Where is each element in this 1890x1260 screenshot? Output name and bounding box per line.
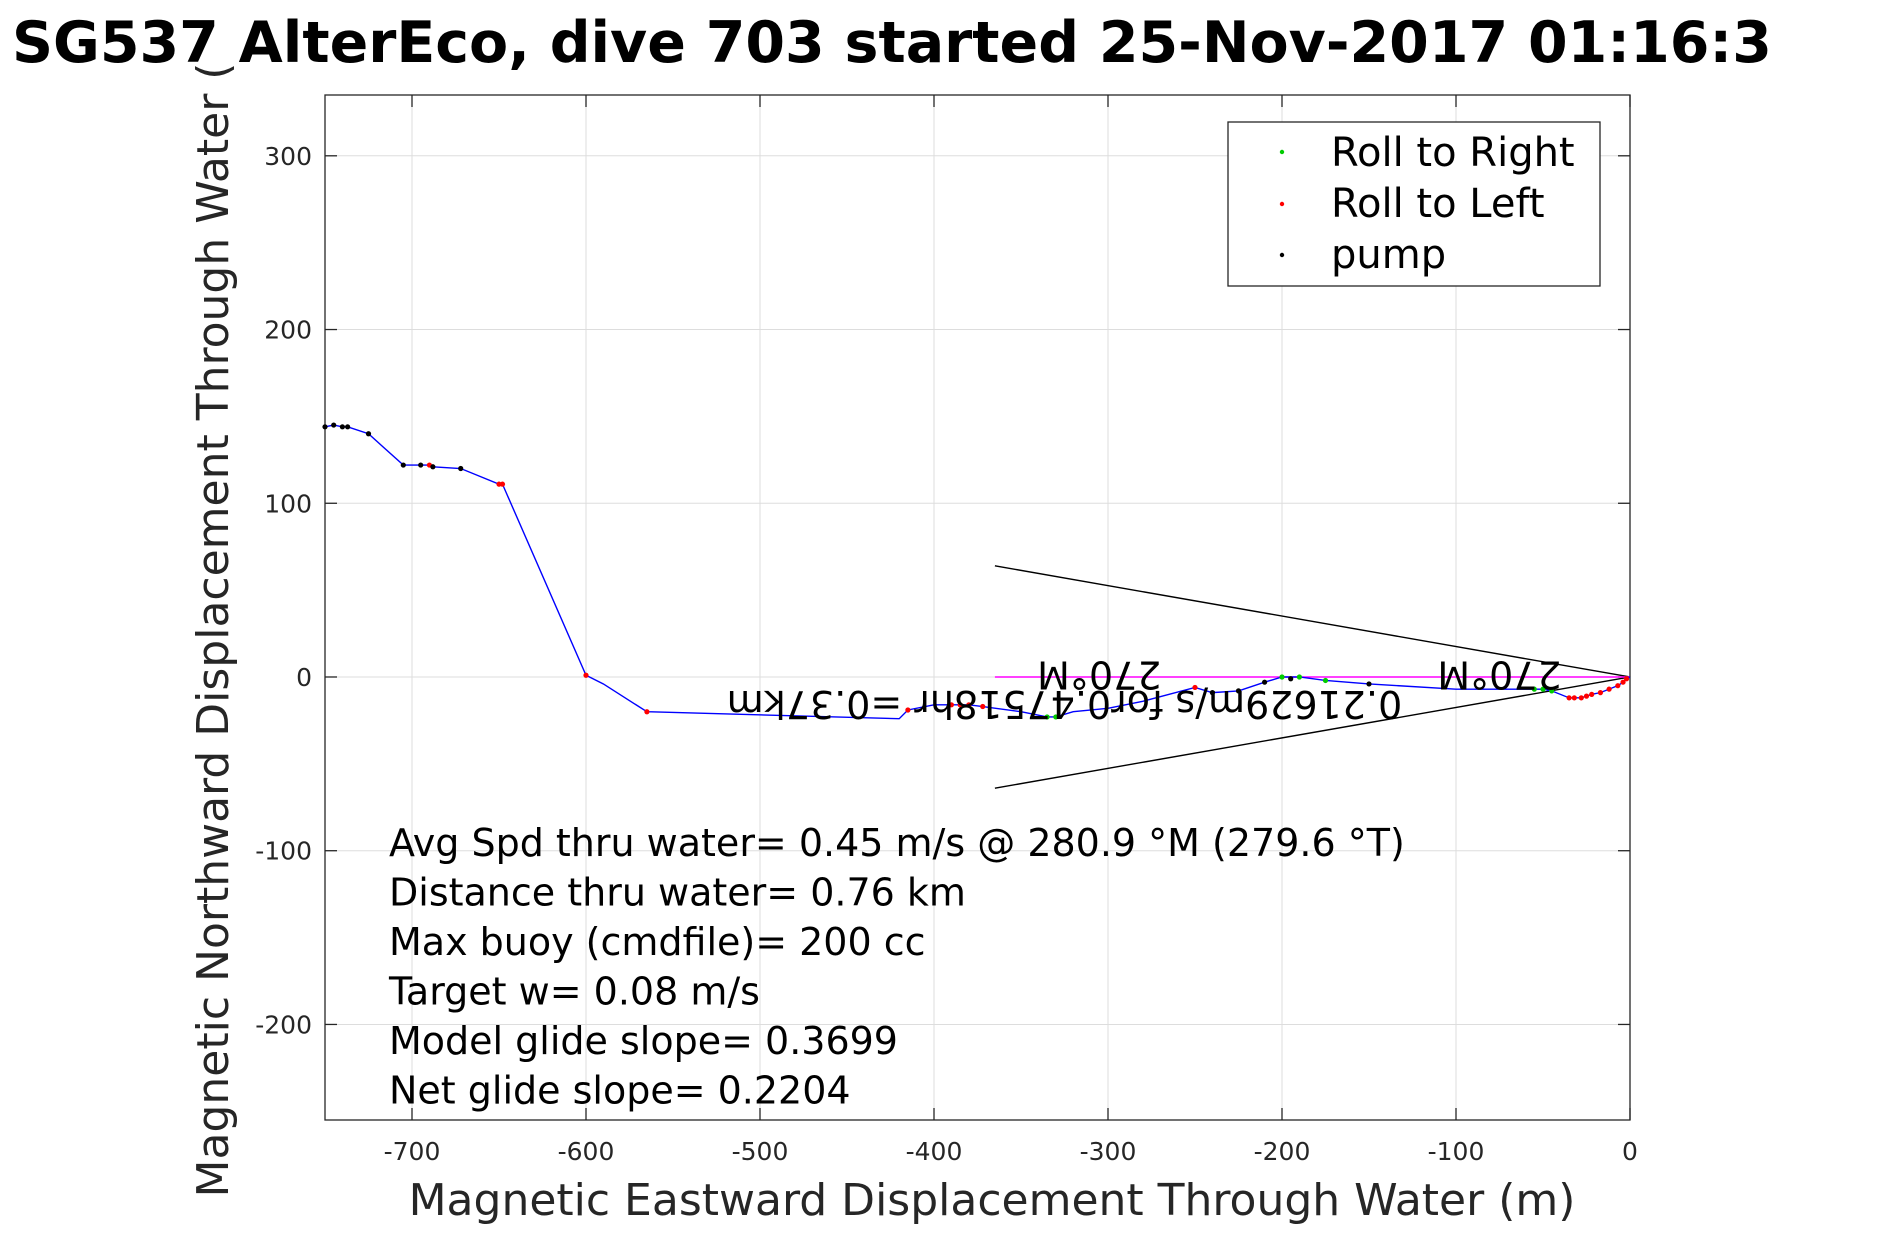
roll-left-point bbox=[644, 709, 650, 715]
roll-right-point bbox=[1053, 714, 1059, 720]
x-tick-label: -600 bbox=[558, 1137, 615, 1166]
info-annotation-line: Net glide slope= 0.2204 bbox=[389, 1069, 851, 1113]
roll-left-point bbox=[583, 672, 589, 678]
roll-left-point bbox=[966, 702, 972, 708]
roll-left-point bbox=[1566, 695, 1572, 701]
x-tick-label: -300 bbox=[1080, 1137, 1137, 1166]
rotated-heading-label: 270°M bbox=[1037, 652, 1161, 696]
roll-right-point bbox=[1531, 686, 1537, 692]
info-annotation-line: Target w= 0.08 m/s bbox=[388, 970, 760, 1014]
legend-marker-roll-left bbox=[1279, 201, 1285, 207]
info-annotation-line: Model glide slope= 0.3699 bbox=[389, 1019, 898, 1063]
roll-left-point bbox=[1192, 684, 1198, 691]
x-axis-label: Magnetic Eastward Displacement Through W… bbox=[409, 1175, 1576, 1226]
pump-point bbox=[400, 462, 406, 468]
legend-marker-roll-right bbox=[1279, 149, 1285, 155]
roll-left-point bbox=[1589, 691, 1595, 697]
y-tick-label: -100 bbox=[255, 837, 312, 866]
x-tick-label: 0 bbox=[1622, 1137, 1638, 1166]
rotated-heading-label: 0.21629m/s for0.47518hr =0.37km bbox=[727, 682, 1402, 726]
pump-point bbox=[418, 462, 424, 468]
legend-label-roll-right: Roll to Right bbox=[1331, 130, 1575, 176]
y-tick-label: 0 bbox=[296, 663, 312, 692]
roll-right-point bbox=[1296, 674, 1302, 680]
roll-right-point bbox=[1044, 714, 1050, 720]
roll-left-point bbox=[980, 703, 986, 710]
pump-point bbox=[365, 431, 372, 437]
roll-left-point bbox=[905, 707, 911, 713]
pump-point bbox=[1288, 676, 1294, 682]
info-annotation-line: Avg Spd thru water= 0.45 m/s @ 280.9 °M … bbox=[389, 821, 1405, 865]
pump-point bbox=[345, 424, 351, 430]
y-tick-label: -200 bbox=[255, 1010, 312, 1039]
roll-left-point bbox=[1578, 695, 1584, 701]
rotated-heading-label: 270°M bbox=[1437, 652, 1561, 696]
x-tick-label: -400 bbox=[906, 1137, 963, 1166]
legend-label-roll-left: Roll to Left bbox=[1331, 181, 1545, 227]
pump-point bbox=[1209, 690, 1215, 696]
legend-marker-pump bbox=[1279, 252, 1285, 258]
roll-left-point bbox=[957, 702, 963, 708]
x-tick-label: -200 bbox=[1254, 1137, 1311, 1166]
roll-right-point bbox=[1322, 677, 1329, 684]
roll-right-point bbox=[1279, 674, 1285, 680]
legend-label-pump: pump bbox=[1331, 232, 1446, 278]
roll-right-point bbox=[1549, 688, 1555, 694]
roll-left-point bbox=[1583, 693, 1590, 699]
y-tick-label: 300 bbox=[264, 142, 312, 171]
x-tick-label: -100 bbox=[1428, 1137, 1485, 1166]
roll-right-point bbox=[1540, 686, 1546, 692]
pump-point bbox=[331, 422, 337, 428]
y-tick-label: 100 bbox=[264, 489, 312, 518]
axes: -700 -600 -500 -400 -300 -200 -100 0 -200 -100 0 10… bbox=[255, 95, 1638, 1166]
roll-left-point bbox=[948, 702, 955, 708]
legend: Roll to Right Roll to Left pump bbox=[1227, 121, 1601, 287]
roll-left-point bbox=[1571, 695, 1577, 701]
pump-point bbox=[1366, 681, 1372, 687]
plot-frame bbox=[324, 94, 1631, 1121]
roll-left-point bbox=[1620, 679, 1626, 685]
info-annotations: Avg Spd thru water= 0.45 m/s @ 280.9 °M … bbox=[388, 821, 1405, 1113]
pump-point bbox=[430, 464, 436, 470]
x-tick-label: -700 bbox=[384, 1137, 441, 1166]
points-layer bbox=[322, 422, 1630, 720]
chart-title: SG537 AlterEco, dive 703 started 25-Nov-… bbox=[12, 10, 1772, 76]
pump-point bbox=[339, 424, 345, 430]
info-annotation-line: Distance thru water= 0.76 km bbox=[389, 871, 966, 915]
y-tick-label: 200 bbox=[264, 316, 312, 345]
pump-point bbox=[322, 424, 328, 430]
y-axis-label: Magnetic Northward Displacement Through … bbox=[188, 63, 239, 1198]
legend-box bbox=[1227, 121, 1601, 287]
roll-left-point bbox=[1623, 676, 1630, 682]
roll-left-point bbox=[1615, 683, 1621, 689]
info-annotation-line: Max buoy (cmdfile)= 200 cc bbox=[389, 920, 926, 964]
pump-point bbox=[458, 465, 464, 472]
roll-left-point bbox=[1606, 686, 1612, 692]
roll-left-point bbox=[499, 481, 506, 487]
pump-point bbox=[1235, 688, 1242, 694]
x-tick-label: -500 bbox=[732, 1137, 789, 1166]
pump-point bbox=[1262, 679, 1268, 685]
roll-left-point bbox=[1597, 690, 1604, 696]
